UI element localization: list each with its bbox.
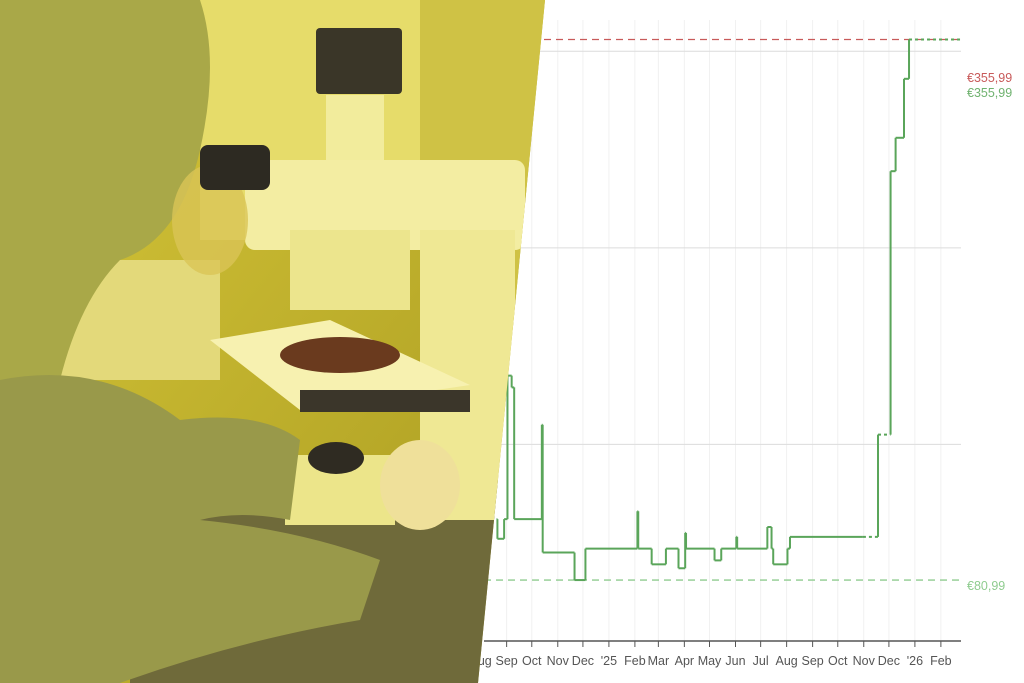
x-tick-label: Jun	[725, 654, 745, 668]
x-tick-label: Jul	[753, 654, 769, 668]
x-tick-label: May	[698, 654, 722, 668]
x-tick-label: Mar	[648, 654, 670, 668]
x-tick-label: Sep	[496, 654, 518, 668]
x-tick-label: Oct	[828, 654, 848, 668]
x-tick-label: Nov	[853, 654, 876, 668]
current-price-label: €355,99	[967, 86, 1012, 100]
horizontal-gridlines	[484, 50, 961, 445]
x-tick-label: Aug	[776, 654, 798, 668]
reference-lines	[484, 38, 961, 581]
x-tick-label: Dec	[878, 654, 900, 668]
x-tick-label: '25	[601, 654, 617, 668]
lowest-price-label: €80,99	[967, 579, 1005, 593]
x-tick-label: Nov	[547, 654, 570, 668]
highest-price-label: €355,99	[967, 71, 1012, 85]
x-axis: Aug Sep Oct Nov Dec '25 Feb Mar Apr May Jun Jul Aug S…	[470, 640, 961, 668]
x-tick-label: Oct	[522, 654, 542, 668]
x-tick-label: Feb	[624, 654, 646, 668]
price-series	[496, 38, 961, 582]
x-tick-label: Apr	[675, 654, 694, 668]
x-tick-label: Sep	[801, 654, 823, 668]
x-tick-label: '26	[907, 654, 923, 668]
x-tick-label: Dec	[572, 654, 594, 668]
x-tick-label: Feb	[930, 654, 952, 668]
